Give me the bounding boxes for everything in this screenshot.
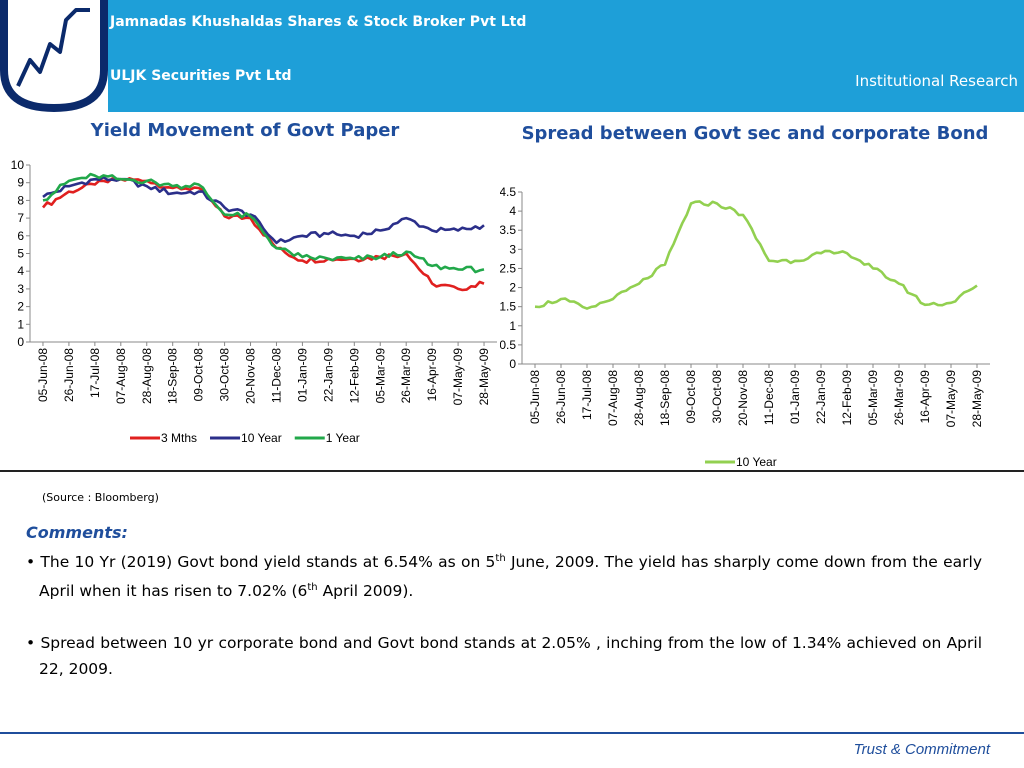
spread-legend-label: 10 Year (736, 455, 777, 469)
yield-x-tick-label: 01-Jan-09 (295, 348, 309, 402)
comments-heading: Comments: (26, 523, 128, 542)
yield-x-tick-label: 07-May-09 (451, 348, 465, 406)
yield-y-tick-label: 4 (17, 264, 24, 278)
spread-x-tick-label: 05-Jun-08 (528, 370, 542, 424)
spread-x-tick-label: 30-Oct-08 (710, 370, 724, 424)
spread-series-line (534, 200, 978, 310)
comment-1-text-c: April 2009). (317, 582, 414, 601)
spread-x-tick-label: 28-May-09 (970, 370, 984, 428)
comment-2-text: Spread between 10 yr corporate bond and … (39, 634, 982, 679)
comment-bullet-2: • Spread between 10 yr corporate bond an… (26, 634, 982, 679)
comment-1-sup-b: th (307, 582, 318, 594)
yield-x-tick-label: 05-Mar-09 (373, 348, 387, 404)
comment-bullet-1: • The 10 Yr (2019) Govt bond yield stand… (26, 553, 982, 601)
header-banner: Jamnadas Khushaldas Shares & Stock Broke… (0, 0, 1024, 112)
section-divider (0, 470, 1024, 472)
yield-y-tick-label: 7 (17, 211, 24, 225)
yield-x-tick-label: 09-Oct-08 (192, 348, 206, 402)
yield-x-tick-label: 26-Mar-09 (399, 348, 413, 404)
yield-series-line (42, 175, 485, 245)
yield-y-tick-label: 1 (17, 317, 24, 331)
spread-y-tick-label: 0 (509, 357, 516, 371)
spread-x-tick-label: 17-Jul-08 (580, 370, 594, 420)
spread-y-tick-label: 4 (509, 204, 516, 218)
comment-1-text-b: June, 2009. The yield has sharply come d… (39, 553, 982, 601)
chart-title-spread: Spread between Govt sec and corporate Bo… (521, 123, 989, 144)
company-logo (0, 0, 108, 112)
yield-x-tick-label: 22-Jan-09 (321, 348, 335, 402)
yield-x-tick-label: 17-Jul-08 (88, 348, 102, 398)
spread-x-tick-label: 18-Sep-08 (658, 370, 672, 426)
yield-x-tick-label: 28-May-09 (477, 348, 491, 406)
spread-x-tick-label: 01-Jan-09 (788, 370, 802, 424)
spread-y-tick-label: 1 (509, 319, 516, 333)
spread-x-tick-label: 22-Jan-09 (814, 370, 828, 424)
yield-x-tick-label: 05-Jun-08 (36, 348, 50, 402)
company-name-secondary: ULJK Securities Pvt Ltd (110, 68, 292, 84)
footer-tagline: Trust & Commitment (853, 741, 990, 758)
yield-y-tick-label: 9 (17, 176, 24, 190)
spread-x-tick-label: 05-Mar-09 (866, 370, 880, 426)
spread-y-tick-label: 4.5 (500, 185, 516, 199)
spread-x-tick-label: 26-Mar-09 (892, 370, 906, 426)
yield-y-tick-label: 6 (17, 229, 24, 243)
yield-x-tick-label: 28-Aug-08 (140, 348, 154, 404)
yield-x-tick-label: 11-Dec-08 (269, 348, 283, 403)
yield-series-line (42, 172, 485, 274)
yield-x-tick-label: 07-Aug-08 (114, 348, 128, 404)
spread-y-tick-label: 3 (509, 242, 516, 256)
spread-x-tick-label: 28-Aug-08 (632, 370, 646, 426)
yield-legend-label: 1 Year (326, 431, 360, 445)
source-note: (Source : Bloomberg) (42, 491, 159, 504)
spread-chart: 0 0.5 1 1.5 2 2.5 3 3.5 4 4.5 05-Jun-08 26-Jun-08 17… (500, 185, 990, 469)
spread-x-tick-label: 20-Nov-08 (736, 370, 750, 426)
spread-x-tick-label: 26-Jun-08 (554, 370, 568, 424)
yield-legend-label: 3 Mths (161, 431, 197, 445)
yield-y-tick-label: 10 (11, 158, 25, 172)
spread-x-tick-label: 09-Oct-08 (684, 370, 698, 424)
yield-y-tick-label: 0 (17, 335, 24, 349)
yield-x-tick-label: 30-Oct-08 (218, 348, 232, 402)
spread-x-tick-label: 16-Apr-09 (918, 370, 932, 424)
spread-y-tick-label: 2 (509, 281, 516, 295)
spread-y-tick-label: 3.5 (500, 223, 516, 237)
yield-y-tick-label: 3 (17, 282, 24, 296)
comments-section: Comments: • The 10 Yr (2019) Govt bond y… (26, 520, 982, 682)
company-name-primary: Jamnadas Khushaldas Shares & Stock Broke… (110, 14, 527, 30)
yield-y-tick-label: 8 (17, 193, 24, 207)
comment-1-sup-a: th (495, 553, 506, 564)
spread-x-tick-label: 11-Dec-08 (762, 370, 776, 425)
yield-x-tick-label: 12-Feb-09 (347, 348, 361, 404)
spread-y-tick-label: 1.5 (500, 300, 516, 314)
footer-line (0, 732, 1024, 734)
spread-y-tick-label: 2.5 (500, 261, 516, 275)
yield-movement-chart: 0 1 2 3 4 5 6 7 8 9 10 05-Jun-08 26-Jun-08 17-Jul-08 0… (11, 158, 497, 445)
chart-title-yield: Yield Movement of Govt Paper (90, 120, 400, 141)
yield-x-tick-label: 16-Apr-09 (425, 348, 439, 402)
yield-y-tick-label: 5 (17, 247, 24, 261)
yield-x-tick-label: 20-Nov-08 (244, 348, 258, 404)
spread-x-tick-label: 07-Aug-08 (606, 370, 620, 426)
yield-x-tick-label: 18-Sep-08 (166, 348, 180, 404)
spread-x-tick-label: 12-Feb-09 (840, 370, 854, 426)
comment-1-text-a: The 10 Yr (2019) Govt bond yield stands … (40, 553, 496, 572)
yield-legend-label: 10 Year (241, 431, 282, 445)
department-label: Institutional Research (855, 72, 1018, 90)
spread-y-tick-label: 0.5 (500, 338, 516, 352)
yield-x-tick-label: 26-Jun-08 (62, 348, 76, 402)
spread-x-tick-label: 07-May-09 (944, 370, 958, 428)
yield-y-tick-label: 2 (17, 300, 24, 314)
